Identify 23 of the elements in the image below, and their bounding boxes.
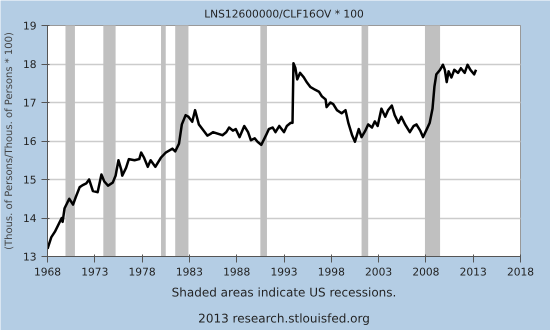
y-tick-label: 14 [22,212,37,225]
y-tick-label: 18 [22,58,37,71]
x-tick-label: 1973 [81,266,108,278]
x-tick-label: 2013 [460,266,487,278]
text: 2013 research.stlouisfed.org [198,312,370,326]
y-tick-label: 17 [22,96,37,110]
line-series [48,62,478,250]
y-axis-title: (Thous. of Persons/Thous. of Persons * 100) [4,32,15,250]
x-tick-label: 1968 [34,266,62,278]
x-tick-label: 1993 [270,266,298,278]
x-tick-label: 2018 [506,266,534,278]
text: Shaded areas indicate US recessions. [172,286,396,300]
x-tick-label: 2003 [365,266,392,278]
chart-title: LNS12600000/CLF16OV * 100 [204,8,364,20]
y-tick-label: 16 [22,135,37,148]
y-tick-label: 19 [22,20,37,32]
x-tick-label: 1998 [318,266,346,278]
x-tick-label: 1988 [223,266,250,278]
x-tick-label: 2008 [412,266,440,278]
x-tick-label: 1983 [176,266,203,278]
x-tick-label: 1978 [128,266,156,278]
y-tick-label: 15 [22,174,37,186]
y-tick-label: 13 [22,250,37,264]
